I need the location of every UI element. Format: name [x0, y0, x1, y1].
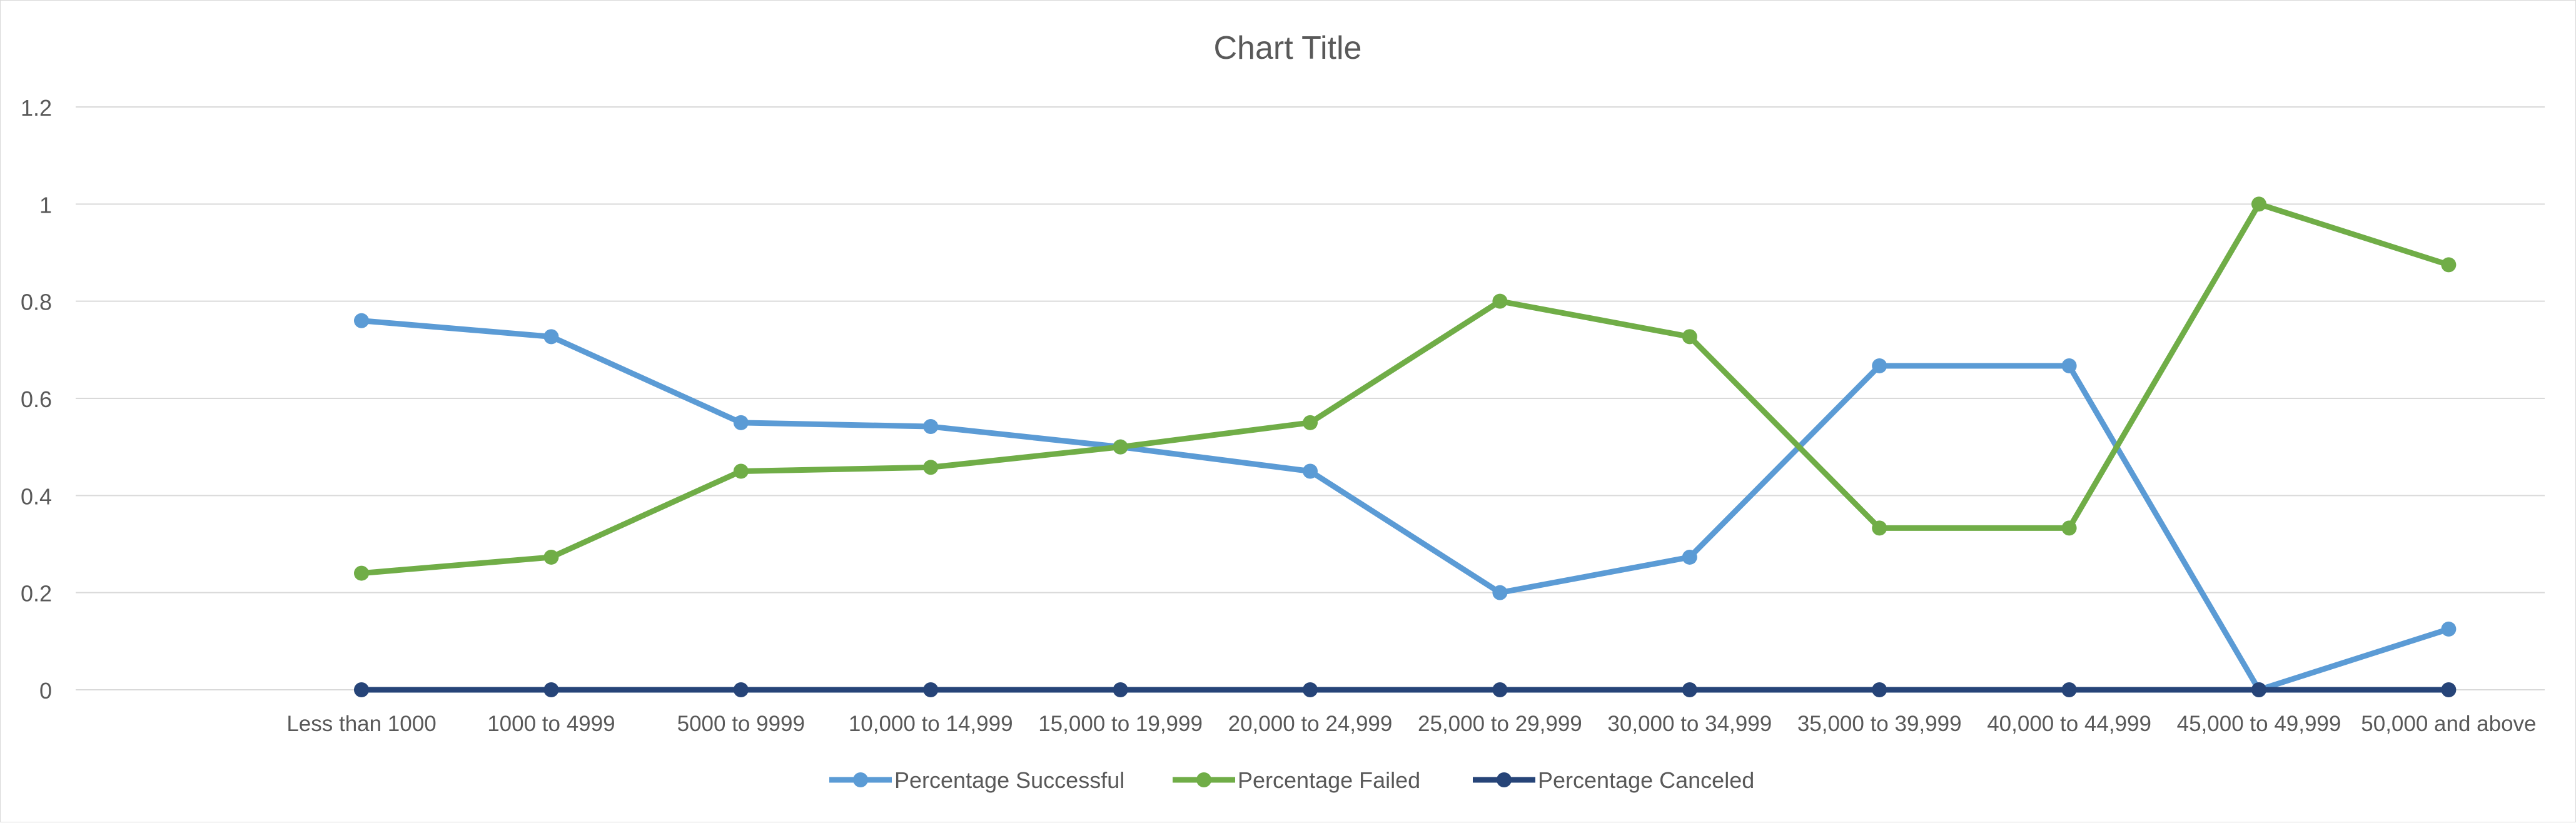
data-point — [1872, 520, 1887, 536]
y-tick-label: 0.6 — [21, 386, 52, 412]
x-tick-label: 15,000 to 19,999 — [1038, 712, 1203, 736]
legend-item: Percentage Canceled — [1473, 767, 1754, 793]
legend: Percentage Successful Percentage Failed Pe… — [829, 767, 1754, 793]
legend-point-marker — [853, 772, 868, 787]
x-tick-label: 50,000 and above — [2361, 712, 2536, 736]
data-point — [1492, 293, 1508, 309]
data-point — [2061, 520, 2077, 536]
legend-point-marker — [1196, 772, 1211, 787]
series-2 — [354, 196, 2457, 581]
data-point — [2251, 682, 2266, 697]
x-axis-tick-labels: Less than 1000 1000 to 4999 5000 to 9999 10… — [286, 712, 2536, 736]
data-point — [923, 419, 939, 435]
data-point — [923, 460, 939, 475]
data-point — [354, 682, 369, 697]
x-tick-label: 35,000 to 39,999 — [1797, 712, 1962, 736]
x-tick-label: 20,000 to 24,999 — [1228, 712, 1393, 736]
data-point — [354, 565, 369, 581]
data-point — [1113, 682, 1128, 697]
data-point — [1113, 439, 1128, 455]
x-tick-label: 40,000 to 44,999 — [1987, 712, 2151, 736]
data-point — [543, 329, 559, 345]
legend-item: Percentage Successful — [829, 767, 1124, 793]
data-point — [1872, 358, 1887, 373]
chart-title: Chart Title — [1214, 30, 1362, 66]
data-point — [543, 682, 559, 697]
data-point — [733, 415, 749, 430]
series-line — [358, 201, 2452, 577]
data-point — [1303, 415, 1318, 430]
x-tick-label: 30,000 to 34,999 — [1607, 712, 1772, 736]
x-tick-label: 1000 to 4999 — [487, 712, 615, 736]
data-point — [1492, 682, 1508, 697]
data-point — [2061, 358, 2077, 373]
data-point — [1682, 329, 1697, 345]
x-tick-label: Less than 1000 — [286, 712, 436, 736]
data-point — [2441, 257, 2457, 273]
y-tick-label: 0 — [39, 678, 52, 704]
series-layer — [354, 196, 2457, 697]
data-point — [2251, 196, 2266, 212]
data-point — [733, 463, 749, 479]
legend-point-marker — [1497, 772, 1512, 787]
legend-label: Percentage Canceled — [1538, 767, 1754, 793]
series-3 — [354, 682, 2457, 697]
y-tick-label: 1.2 — [21, 95, 52, 121]
data-point — [1872, 682, 1887, 697]
data-point — [1682, 682, 1697, 697]
data-point — [1303, 463, 1318, 479]
data-point — [2441, 682, 2457, 697]
series-line — [358, 318, 2452, 693]
y-tick-label: 1 — [39, 192, 52, 218]
x-tick-label: 45,000 to 49,999 — [2177, 712, 2341, 736]
gridlines — [76, 106, 2545, 690]
x-tick-label: 10,000 to 14,999 — [849, 712, 1013, 736]
y-tick-label: 0.8 — [21, 290, 52, 315]
data-point — [354, 313, 369, 328]
data-point — [1303, 682, 1318, 697]
series-1 — [354, 313, 2457, 697]
legend-item: Percentage Failed — [1173, 767, 1420, 793]
legend-label: Percentage Failed — [1238, 767, 1420, 793]
x-tick-label: 25,000 to 29,999 — [1418, 712, 1582, 736]
data-point — [733, 682, 749, 697]
data-point — [2441, 621, 2457, 637]
x-tick-label: 5000 to 9999 — [677, 712, 805, 736]
legend-label: Percentage Successful — [894, 767, 1124, 793]
data-point — [1682, 549, 1697, 565]
data-point — [2061, 682, 2077, 697]
data-point — [923, 682, 939, 697]
y-tick-label: 0.4 — [21, 483, 52, 509]
y-tick-label: 0.2 — [21, 581, 52, 607]
data-point — [543, 549, 559, 565]
y-axis-tick-labels: 0 0.2 0.4 0.6 0.8 1 1.2 — [21, 95, 52, 704]
data-point — [1492, 585, 1508, 600]
